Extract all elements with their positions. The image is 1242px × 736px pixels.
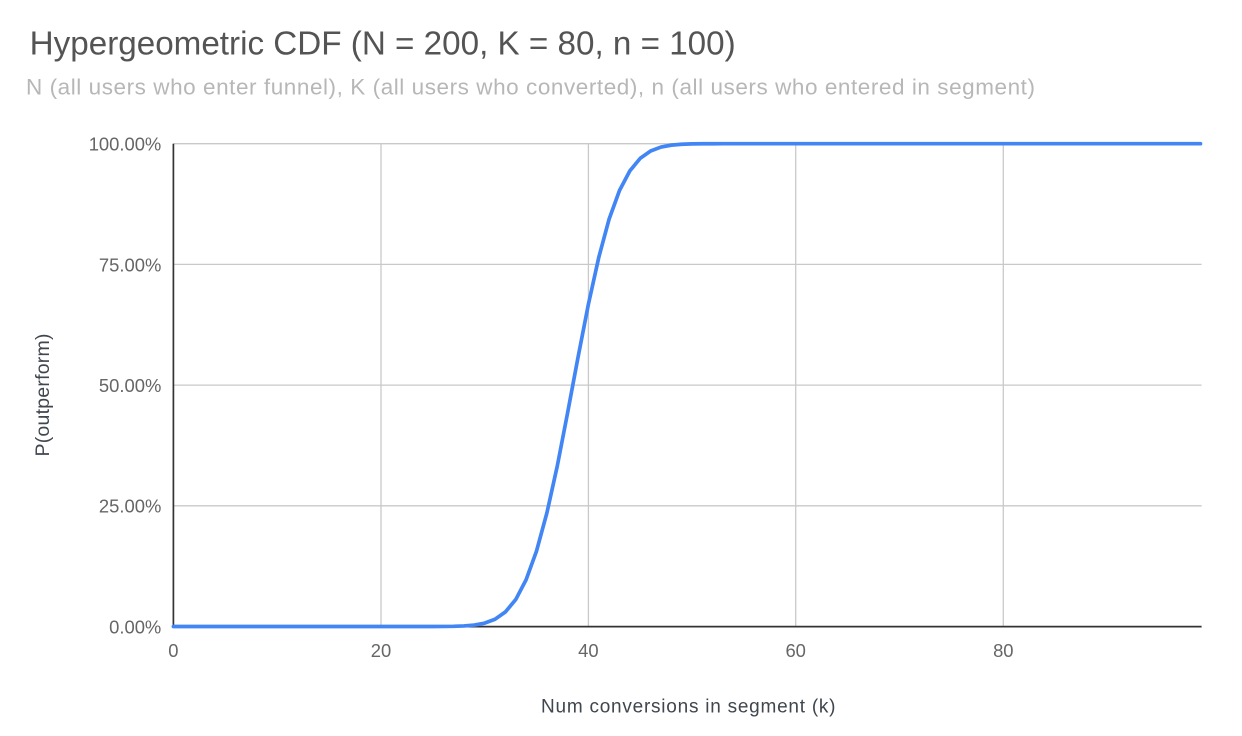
svg-text:40: 40 <box>578 640 598 661</box>
svg-text:Hypergeometric CDF (N = 200, K: Hypergeometric CDF (N = 200, K = 80, n =… <box>30 24 736 61</box>
svg-text:N (all users who enter funnel): N (all users who enter funnel), K (all u… <box>26 74 1035 99</box>
svg-text:25.00%: 25.00% <box>99 496 161 517</box>
svg-text:80: 80 <box>993 640 1013 661</box>
svg-text:P(outperform): P(outperform) <box>32 334 54 457</box>
svg-text:50.00%: 50.00% <box>99 375 161 396</box>
svg-text:Num conversions in segment (k): Num conversions in segment (k) <box>541 696 836 717</box>
svg-text:20: 20 <box>371 640 391 661</box>
svg-text:75.00%: 75.00% <box>99 254 161 275</box>
svg-text:60: 60 <box>785 640 805 661</box>
svg-text:100.00%: 100.00% <box>89 134 162 155</box>
svg-text:0.00%: 0.00% <box>109 616 161 637</box>
svg-text:0: 0 <box>168 640 178 661</box>
